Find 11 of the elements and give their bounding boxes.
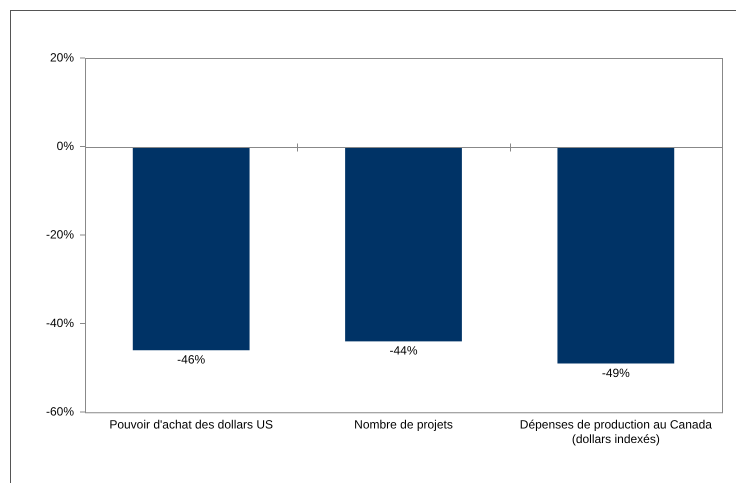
y-tick-label: 0%	[56, 138, 74, 153]
y-tick-label: -40%	[46, 316, 74, 330]
x-tick-label: Pouvoir d'achat des dollars US	[109, 418, 274, 432]
data-label: -46%	[177, 352, 206, 367]
x-tick-label: Dépenses de production au Canada (dollars indexés)	[520, 418, 712, 446]
data-label: -44%	[390, 344, 418, 358]
x-tick-label: Nombre de projets	[354, 418, 453, 432]
y-tick-label: 20%	[50, 50, 74, 64]
data-label: -49%	[602, 366, 630, 380]
y-tick-label: -60%	[46, 404, 74, 419]
y-tick-label: -20%	[46, 227, 74, 242]
